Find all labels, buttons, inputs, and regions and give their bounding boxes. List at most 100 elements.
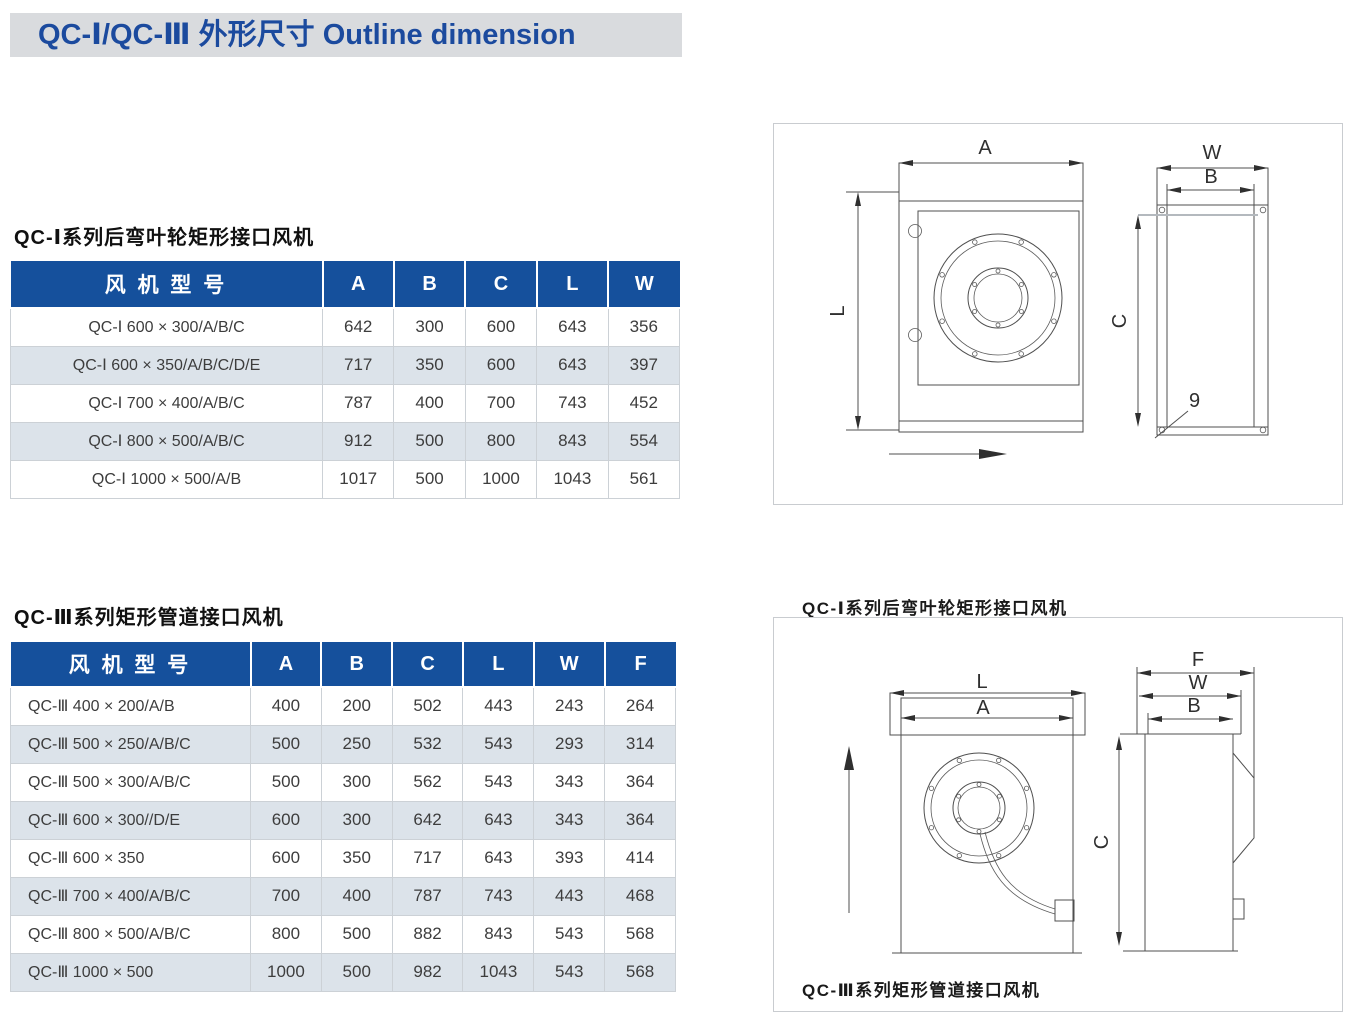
dimension-value-cell: 532 xyxy=(391,724,464,764)
dimension-value-cell: 300 xyxy=(320,800,393,840)
dim-label-c: C xyxy=(1109,314,1131,328)
fan-model-cell: QC-Ⅰ 800 × 500/A/B/C xyxy=(10,421,323,461)
table-row: QC-Ⅲ 500 × 250/A/B/C 500 250 532 543 293 314 xyxy=(10,724,676,764)
dimension-value-cell: 642 xyxy=(321,307,395,347)
dimension-value-cell: 1043 xyxy=(462,952,535,992)
dimension-value-cell: 364 xyxy=(604,762,676,802)
qc3-dimension-table: 风 机 型 号 A B C L W F QC-Ⅲ 400 × 200/A/B 400 200 502… xyxy=(10,642,676,992)
fan-model-cell: QC-Ⅰ 600 × 350/A/B/C/D/E xyxy=(10,345,323,385)
dim-label-f: F xyxy=(1192,649,1204,671)
dimension-value-cell: 643 xyxy=(462,800,535,840)
dimension-value-cell: 800 xyxy=(464,421,538,461)
qc3-diagram-caption: QC-Ⅲ系列矩形管道接口风机 xyxy=(802,981,1041,1000)
dim-label-a: A xyxy=(978,137,992,159)
table-row: QC-Ⅲ 600 × 300//D/E 600 300 642 643 343 364 xyxy=(10,800,676,840)
model-column-header: 风 机 型 号 xyxy=(10,261,323,308)
dimension-value-cell: 500 xyxy=(250,724,322,764)
dimension-value-cell: 743 xyxy=(536,383,609,423)
dim-column-header: B xyxy=(392,261,466,308)
dimension-value-cell: 468 xyxy=(604,876,676,916)
dimension-value-cell: 543 xyxy=(462,762,535,802)
dimension-value-cell: 293 xyxy=(533,724,606,764)
qc3-outline-diagram: L A xyxy=(773,617,1343,1012)
dimension-value-cell: 343 xyxy=(533,800,606,840)
dimension-value-cell: 700 xyxy=(250,876,322,916)
dimension-value-cell: 787 xyxy=(391,876,464,916)
dimension-value-cell: 600 xyxy=(250,838,322,878)
fan-model-cell: QC-Ⅲ 1000 × 500 xyxy=(10,952,251,992)
bolt-holes-outer xyxy=(928,757,1030,859)
bolt-holes-inner xyxy=(956,782,1002,834)
dimension-value-cell: 800 xyxy=(250,914,322,954)
table-row: QC-Ⅰ 600 × 300/A/B/C 642 300 600 643 356 xyxy=(10,307,681,347)
dim-column-header: L xyxy=(535,261,609,308)
fan-model-cell: QC-Ⅲ 600 × 350 xyxy=(10,838,251,878)
junction-box xyxy=(1054,899,1075,922)
dim-column-header: A xyxy=(321,261,394,308)
dimension-value-cell: 500 xyxy=(393,421,466,461)
table-row: QC-Ⅲ 700 × 400/A/B/C 700 400 787 743 443 468 xyxy=(10,876,676,916)
dim-column-header: C xyxy=(464,261,537,308)
dimension-value-cell: 400 xyxy=(250,686,322,726)
section-heading-qc3: QC-Ⅲ系列矩形管道接口风机 xyxy=(14,607,284,629)
dimension-value-cell: 1000 xyxy=(464,459,538,499)
dimension-value-cell: 600 xyxy=(464,345,538,385)
dimension-value-cell: 314 xyxy=(604,724,676,764)
dim-label-c: C xyxy=(1091,835,1113,849)
dim-label-a: A xyxy=(976,697,990,719)
dimension-value-cell: 554 xyxy=(607,421,681,461)
dimension-value-cell: 243 xyxy=(533,686,606,726)
dimension-value-cell: 502 xyxy=(391,686,464,726)
fan-model-cell: QC-Ⅲ 700 × 400/A/B/C xyxy=(10,876,251,916)
dimension-value-cell: 400 xyxy=(320,876,393,916)
table-row: QC-Ⅰ 800 × 500/A/B/C 912 500 800 843 554 xyxy=(10,421,681,461)
dimension-value-cell: 600 xyxy=(464,307,538,347)
fan-model-cell: QC-Ⅲ 400 × 200/A/B xyxy=(10,686,251,726)
dimension-value-cell: 543 xyxy=(533,952,606,992)
dimension-value-cell: 562 xyxy=(391,762,464,802)
duct-flange-front xyxy=(889,692,1086,736)
fan-inlet-panel xyxy=(917,210,1080,386)
dimension-value-cell: 543 xyxy=(462,724,535,764)
dim-label-l: L xyxy=(827,305,849,316)
section-heading-qc1: QC-Ⅰ系列后弯叶轮矩形接口风机 xyxy=(14,227,315,249)
dimension-value-cell: 443 xyxy=(533,876,606,916)
fan-model-cell: QC-Ⅰ 1000 × 500/A/B xyxy=(10,459,323,499)
dim-column-header: W xyxy=(607,261,680,308)
table-row: QC-Ⅰ 1000 × 500/A/B 1017 500 1000 1043 561 xyxy=(10,459,681,499)
dim-column-header: L xyxy=(461,642,534,687)
dimension-value-cell: 982 xyxy=(391,952,464,992)
table-row: QC-Ⅲ 600 × 350 600 350 717 643 393 414 xyxy=(10,838,676,878)
model-column-header: 风 机 型 号 xyxy=(10,642,251,687)
dimension-value-cell: 700 xyxy=(464,383,538,423)
dimension-value-cell: 717 xyxy=(391,838,464,878)
scroll-outlet-profile xyxy=(1232,752,1255,864)
dimension-value-cell: 300 xyxy=(320,762,393,802)
dimension-value-cell: 500 xyxy=(250,762,322,802)
dimension-value-cell: 452 xyxy=(607,383,681,423)
dimension-value-cell: 1000 xyxy=(250,952,322,992)
dimension-value-cell: 561 xyxy=(607,459,681,499)
dimension-value-cell: 500 xyxy=(320,952,393,992)
dim-column-header: F xyxy=(603,642,676,687)
power-cable xyxy=(984,831,1056,910)
qc1-diagram-caption: QC-Ⅰ系列后弯叶轮矩形接口风机 xyxy=(802,599,1068,618)
dimension-value-cell: 1017 xyxy=(321,459,395,499)
dimension-value-cell: 414 xyxy=(604,838,676,878)
dimension-value-cell: 500 xyxy=(393,459,466,499)
bolt-holes-inner xyxy=(972,268,1024,328)
dimension-value-cell: 843 xyxy=(462,914,535,954)
dimension-value-cell: 882 xyxy=(391,914,464,954)
fan-model-cell: QC-Ⅰ 600 × 300/A/B/C xyxy=(10,307,323,347)
table-row: QC-Ⅲ 400 × 200/A/B 400 200 502 443 243 264 xyxy=(10,686,676,726)
fan-body-side xyxy=(1144,733,1234,952)
table-row: QC-Ⅰ 700 × 400/A/B/C 787 400 700 743 452 xyxy=(10,383,681,423)
table-row: QC-Ⅰ 600 × 350/A/B/C/D/E 717 350 600 643 397 xyxy=(10,345,681,385)
fan-model-cell: QC-Ⅲ 500 × 300/A/B/C xyxy=(10,762,251,802)
dimension-value-cell: 643 xyxy=(536,345,609,385)
table-row: QC-Ⅲ 500 × 300/A/B/C 500 300 562 543 343 364 xyxy=(10,762,676,802)
dim-label-w: W xyxy=(1203,142,1222,164)
qc1-outline-diagram: A L xyxy=(773,123,1343,618)
table-row: QC-Ⅲ 1000 × 500 1000 500 982 1043 543 568 xyxy=(10,952,676,992)
